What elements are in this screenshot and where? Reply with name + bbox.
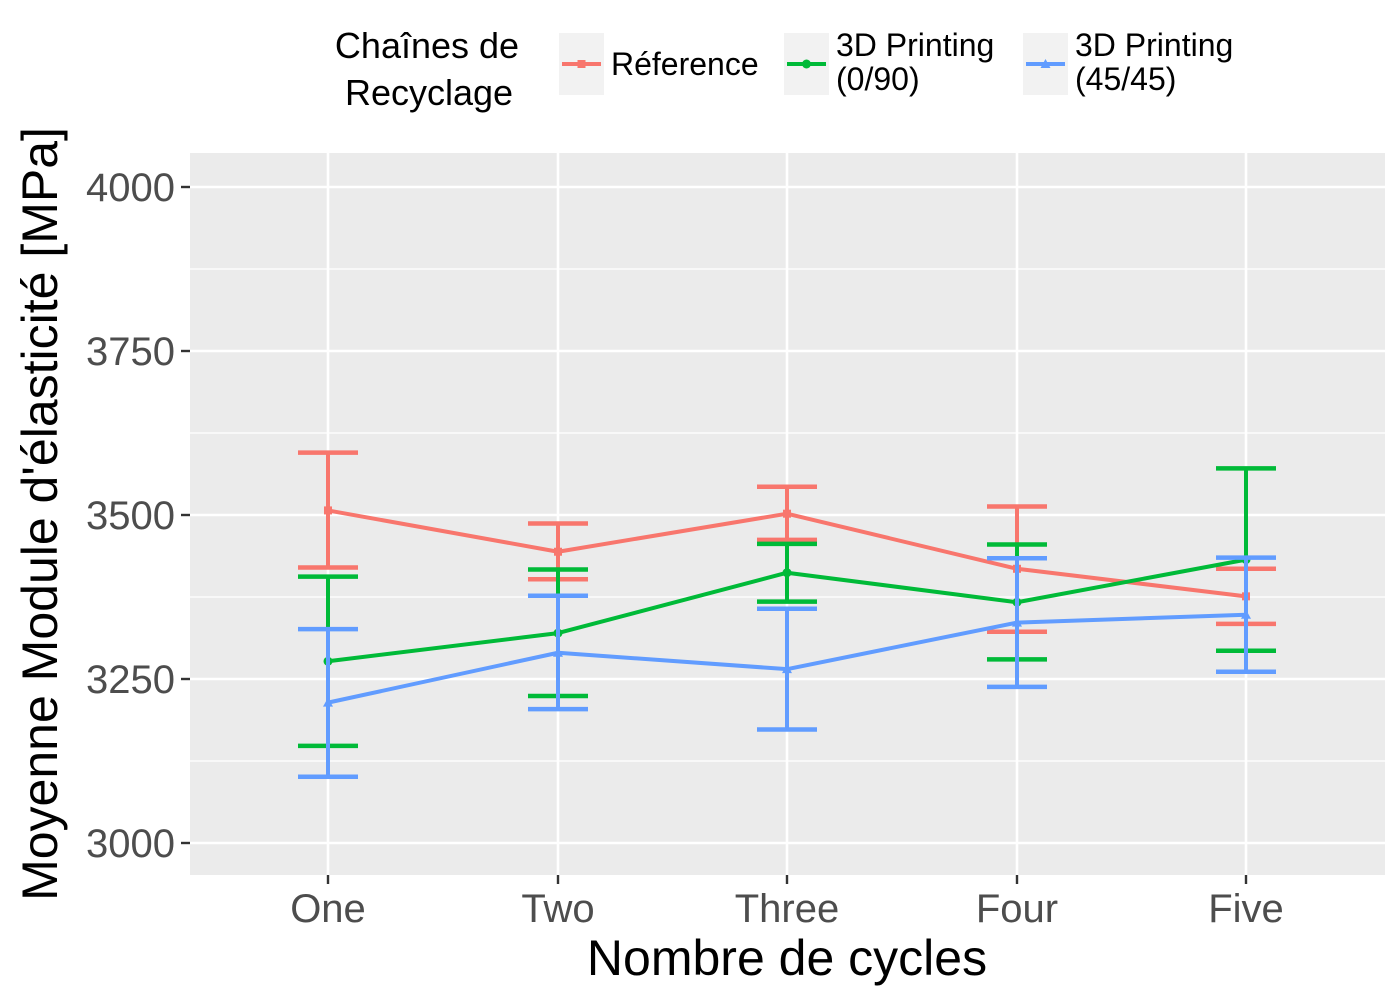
series-1-point-2 bbox=[782, 568, 792, 578]
legend-item-1: 3D Printing(0/90) bbox=[784, 27, 994, 97]
y-tick-label-3: 3750 bbox=[86, 330, 175, 374]
legend-label-2-line-1: (45/45) bbox=[1075, 61, 1176, 97]
series-0-point-0 bbox=[324, 506, 332, 515]
y-tick-label-1: 3250 bbox=[86, 658, 175, 702]
series-2-point-0 bbox=[323, 697, 333, 707]
legend-label-0-line-0: Réference bbox=[611, 46, 759, 82]
legend-key-marker-2 bbox=[1040, 59, 1051, 68]
series-0-point-1 bbox=[554, 547, 562, 556]
y-axis: 3000 3250 3500 3750 4000 bbox=[86, 166, 190, 866]
x-axis-title: Nombre de cycles bbox=[587, 930, 987, 986]
legend-label-2-line-0: 3D Printing bbox=[1075, 27, 1233, 63]
legend-key-marker-0 bbox=[577, 60, 586, 68]
y-tick-label-4: 4000 bbox=[86, 166, 175, 210]
legend-item-0: Réference bbox=[559, 33, 759, 95]
series-2-point-2 bbox=[782, 664, 792, 674]
legend-key-marker-1 bbox=[802, 59, 811, 69]
legend-title-line-1: Chaînes de bbox=[335, 25, 519, 66]
series-0-point-2 bbox=[783, 509, 791, 518]
x-axis: One Two Three Four Five bbox=[290, 875, 1284, 931]
series-2-point-4 bbox=[1241, 609, 1251, 619]
legend-label-1-line-0: 3D Printing bbox=[836, 27, 994, 63]
series-layer bbox=[298, 450, 1276, 779]
series-2-point-1 bbox=[553, 647, 563, 657]
x-tick-label-0: One bbox=[290, 887, 366, 931]
x-tick-label-2: Three bbox=[735, 887, 840, 931]
legend-title-line-2: Recyclage bbox=[345, 72, 513, 113]
series-2 bbox=[298, 555, 1276, 779]
legend-label-1-line-1: (0/90) bbox=[836, 61, 920, 97]
series-2-point-3 bbox=[1012, 617, 1022, 627]
legend: Chaînes de Recyclage Réference 3D Printin… bbox=[335, 25, 1233, 113]
y-axis-title: Moyenne Module d'élasticité [MPa] bbox=[12, 127, 68, 901]
x-tick-label-3: Four bbox=[976, 887, 1058, 931]
y-tick-label-2: 3500 bbox=[86, 494, 175, 538]
y-tick-label-0: 3000 bbox=[86, 822, 175, 866]
x-tick-label-1: Two bbox=[521, 887, 594, 931]
legend-item-2: 3D Printing(45/45) bbox=[1023, 27, 1233, 97]
x-tick-label-4: Five bbox=[1208, 887, 1284, 931]
